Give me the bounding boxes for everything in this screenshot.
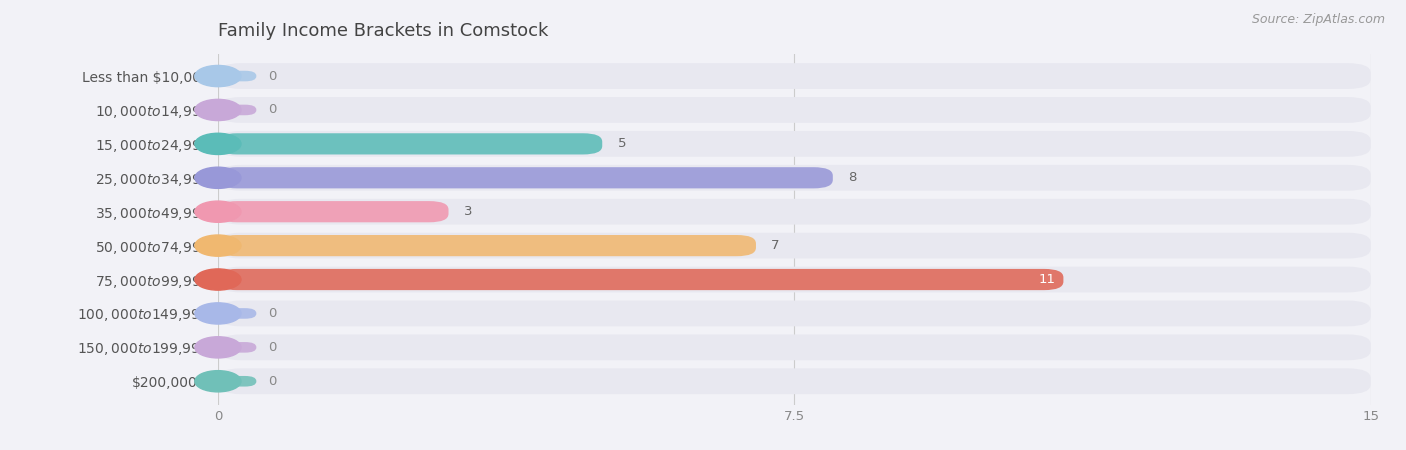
Text: 0: 0	[269, 104, 276, 117]
FancyBboxPatch shape	[218, 269, 1063, 290]
Text: 0: 0	[269, 341, 276, 354]
FancyBboxPatch shape	[218, 133, 602, 154]
FancyBboxPatch shape	[218, 334, 1371, 360]
FancyBboxPatch shape	[218, 267, 1371, 292]
FancyBboxPatch shape	[218, 97, 1371, 123]
FancyBboxPatch shape	[218, 131, 1371, 157]
Ellipse shape	[195, 99, 240, 121]
FancyBboxPatch shape	[218, 376, 256, 387]
Text: 0: 0	[269, 307, 276, 320]
FancyBboxPatch shape	[218, 201, 449, 222]
Text: 5: 5	[617, 137, 626, 150]
Ellipse shape	[195, 303, 240, 324]
FancyBboxPatch shape	[218, 301, 1371, 326]
Ellipse shape	[195, 201, 240, 222]
Text: 8: 8	[848, 171, 856, 184]
Ellipse shape	[195, 65, 240, 87]
FancyBboxPatch shape	[218, 233, 1371, 258]
Text: 3: 3	[464, 205, 472, 218]
FancyBboxPatch shape	[218, 199, 1371, 225]
Ellipse shape	[195, 371, 240, 392]
FancyBboxPatch shape	[218, 165, 1371, 191]
Ellipse shape	[195, 167, 240, 189]
Ellipse shape	[195, 269, 240, 290]
Ellipse shape	[195, 337, 240, 358]
FancyBboxPatch shape	[218, 308, 256, 319]
Text: 0: 0	[269, 375, 276, 388]
Text: Family Income Brackets in Comstock: Family Income Brackets in Comstock	[218, 22, 548, 40]
Text: 7: 7	[772, 239, 780, 252]
Ellipse shape	[195, 133, 240, 154]
Ellipse shape	[195, 235, 240, 256]
Text: 11: 11	[1039, 273, 1056, 286]
FancyBboxPatch shape	[218, 71, 256, 81]
FancyBboxPatch shape	[218, 235, 756, 256]
FancyBboxPatch shape	[218, 167, 832, 189]
FancyBboxPatch shape	[218, 342, 256, 353]
FancyBboxPatch shape	[218, 63, 1371, 89]
FancyBboxPatch shape	[218, 369, 1371, 394]
Text: Source: ZipAtlas.com: Source: ZipAtlas.com	[1251, 14, 1385, 27]
FancyBboxPatch shape	[218, 105, 256, 115]
Text: 0: 0	[269, 70, 276, 82]
